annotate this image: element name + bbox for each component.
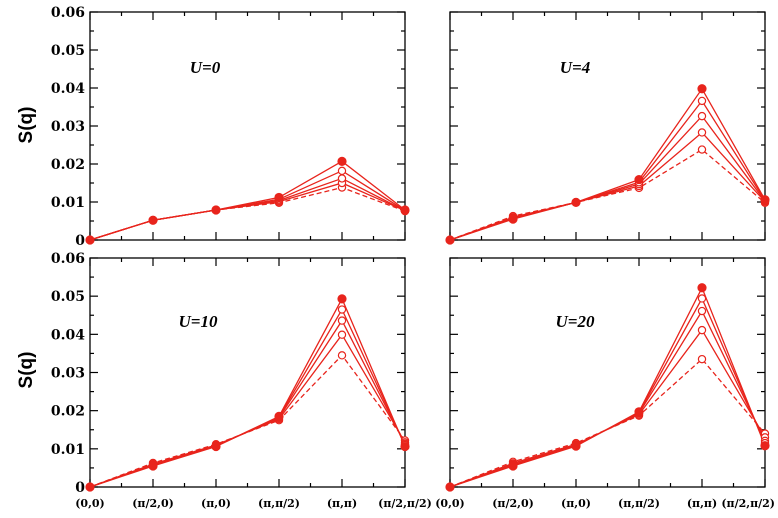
x-tick-label: (0,0) — [435, 497, 465, 510]
series-4-point — [337, 166, 347, 176]
series-5-point — [211, 441, 221, 452]
x-tick-label: (π,0) — [561, 497, 591, 510]
series-5-point — [634, 407, 644, 417]
series-line-1 — [449, 358, 766, 488]
series-2-point — [697, 128, 707, 137]
panel-bottom-right: (0,0) (π/2,0) (π,0) (π,π/2) (π,π) (π/2,π/2) U=… — [435, 257, 775, 510]
y-tick-label: 0.03 — [51, 366, 85, 382]
y-axis-label: S(q) — [16, 352, 37, 389]
series-5-point — [445, 482, 455, 492]
series-1-point — [337, 351, 347, 360]
series-line-1 — [89, 354, 406, 488]
series-line-2 — [449, 328, 766, 488]
series-1-point — [697, 145, 707, 154]
y-tick-label: 0.02 — [51, 157, 85, 173]
plot-frame — [89, 257, 406, 488]
series-5-point — [634, 174, 644, 185]
x-tick-label: (π/2,0) — [492, 497, 534, 510]
x-tick-label: (π/2,π/2) — [378, 497, 432, 510]
series-line-5 — [89, 160, 406, 241]
series-5-point — [85, 482, 95, 492]
series-line-1 — [89, 186, 406, 241]
y-tick-label: 0 — [75, 480, 85, 496]
panel-top-left: 0 0.01 0.02 0.03 0.04 0.05 0.06 S(q) U=0 — [16, 5, 410, 249]
series-5-point — [400, 205, 410, 215]
y-tick-label: 0.06 — [51, 5, 85, 21]
series-line-5 — [449, 87, 766, 241]
series-2-point — [337, 330, 347, 339]
series-4-point — [697, 294, 707, 303]
series-5-point — [508, 461, 518, 471]
x-tick-label: (π/2,π/2) — [721, 497, 775, 510]
series-5-point — [337, 294, 347, 304]
series-4-point — [697, 96, 707, 106]
x-tick-label: (0,0) — [75, 497, 105, 510]
panel-annotation: U=0 — [190, 58, 221, 77]
y-tick-label: 0.06 — [51, 251, 85, 267]
series-line-2 — [89, 333, 406, 488]
series-3-point — [697, 111, 707, 121]
x-tick-label: (π/2,0) — [132, 497, 174, 510]
series-3-point — [337, 316, 347, 325]
series-3-point — [337, 174, 347, 183]
series-line-2 — [89, 182, 406, 241]
series-line-5 — [449, 286, 766, 488]
x-tick-label: (π,π) — [687, 497, 717, 510]
y-tick-label: 0.05 — [51, 289, 85, 305]
series-5-point — [571, 441, 581, 451]
series-5-point — [571, 197, 581, 207]
series-5-point — [148, 461, 158, 471]
panel-bottom-left: 0 0.01 0.02 0.03 0.04 0.05 0.06 (0,0) (π/2,0) (π,… — [16, 251, 432, 510]
x-tick-label: (π,0) — [201, 497, 231, 510]
series-line-3 — [89, 177, 406, 241]
plot-frame — [449, 257, 766, 488]
series-5-point — [85, 235, 95, 245]
series-5-point — [445, 235, 455, 245]
series-line-3 — [89, 319, 406, 488]
series-4-point — [337, 305, 347, 314]
series-1-point — [697, 354, 707, 364]
panel-annotation: U=20 — [556, 312, 595, 331]
series-5-point — [274, 411, 284, 421]
panel-annotation: U=10 — [179, 312, 218, 331]
panel-annotation: U=4 — [560, 58, 590, 77]
series-line-4 — [449, 99, 766, 241]
y-tick-label: 0.01 — [51, 442, 85, 458]
y-tick-label: 0.04 — [51, 81, 85, 97]
series-line-1 — [449, 148, 766, 241]
y-tick-label: 0.02 — [51, 404, 85, 420]
y-tick-label: 0.03 — [51, 119, 85, 135]
y-tick-label: 0.04 — [51, 327, 85, 343]
y-tick-label: 0 — [75, 233, 85, 249]
x-tick-label: (π,π) — [327, 497, 357, 510]
series-5-point — [337, 156, 347, 166]
series-5-point — [400, 441, 410, 452]
series-5-point — [697, 84, 707, 94]
series-line-3 — [449, 309, 766, 488]
series-5-point — [211, 205, 221, 215]
series-3-point — [697, 306, 707, 316]
y-axis-label: S(q) — [16, 107, 37, 144]
series-5-point — [760, 195, 770, 205]
series-2-point — [697, 325, 707, 335]
series-5-point — [274, 192, 284, 203]
series-5-point — [148, 215, 158, 225]
series-line-5 — [89, 297, 406, 488]
y-tick-label: 0.05 — [51, 43, 85, 59]
series-5-point — [508, 214, 518, 224]
y-tick-label: 0.01 — [51, 195, 85, 211]
x-tick-label: (π,π/2) — [258, 497, 300, 510]
x-tick-label: (π,π/2) — [618, 497, 660, 510]
series-5-point — [697, 283, 707, 293]
panel-top-right: U=4 — [445, 11, 770, 245]
series-5-point — [760, 441, 770, 451]
